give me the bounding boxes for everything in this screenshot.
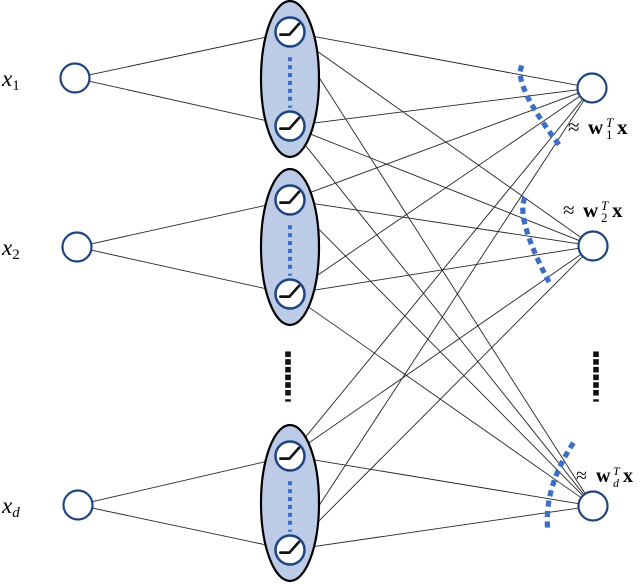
svg-text:≈: ≈ <box>563 198 575 222</box>
svg-text:≈: ≈ <box>576 465 587 487</box>
svg-text:2: 2 <box>601 210 608 225</box>
svg-text:x: x <box>623 465 633 487</box>
svg-text:≈: ≈ <box>568 115 580 139</box>
svg-text:x: x <box>617 115 628 139</box>
svg-text:w: w <box>583 198 599 222</box>
svg-text:1: 1 <box>606 127 613 142</box>
svg-text:x: x <box>612 198 623 222</box>
svg-text:w: w <box>588 115 604 139</box>
svg-text:d: d <box>613 476 620 490</box>
svg-text:w: w <box>596 465 611 487</box>
